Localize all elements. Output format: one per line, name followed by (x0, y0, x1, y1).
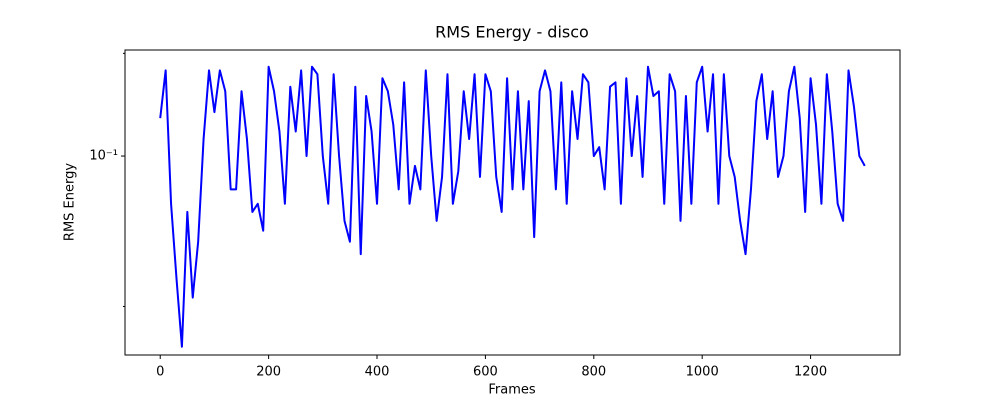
y-tick-label: 10⁻¹ (89, 149, 118, 164)
x-tick-label: 1000 (686, 365, 719, 380)
y-axis-label: RMS Energy (63, 163, 78, 241)
plot-frame (124, 49, 901, 356)
x-axis-label: Frames (488, 383, 536, 398)
x-tick-label: 200 (256, 365, 281, 380)
x-tick-label: 800 (581, 365, 606, 380)
x-tick-label: 600 (473, 365, 498, 380)
line (159, 65, 866, 348)
x-tick-label: 0 (156, 365, 164, 380)
x-tick-label: 400 (365, 365, 390, 380)
x-tick-label: 1200 (794, 365, 827, 380)
chart-title: RMS Energy - disco (435, 23, 589, 42)
